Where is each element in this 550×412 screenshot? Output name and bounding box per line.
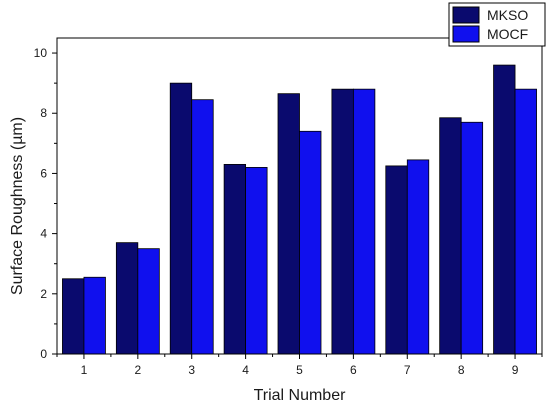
bar-mocf-trial-6 [352,88,376,355]
legend-label-mocf: MOCF [487,26,528,42]
legend-swatch-mkso [452,6,480,24]
bar-mocf-trial-9 [514,88,537,355]
x-tick-label: 4 [242,363,249,377]
x-tick-label: 7 [404,363,411,377]
bar-mocf-trial-8 [460,121,484,355]
y-tick-label: 6 [40,166,47,180]
bar-mkso-trial-4 [223,163,247,355]
bar-mkso-trial-9 [493,64,516,355]
x-axis-title: Trial Number [254,387,347,404]
bar-mkso-trial-1 [62,278,85,355]
y-tick-label: 8 [40,106,47,120]
y-tick-label: 10 [34,46,48,60]
y-tick-label: 4 [40,227,47,241]
x-tick-label: 8 [458,363,465,377]
legend-swatch-mocf [452,25,480,43]
x-axis-ticks: 1 2 3 4 5 6 7 8 9 [56,354,543,377]
x-tick-label: 5 [296,363,303,377]
bar-mkso-trial-3 [169,82,193,355]
bar-mocf-trial-7 [406,159,430,355]
x-tick-label: 3 [188,363,195,377]
y-tick-label: 0 [40,347,47,361]
bar-mkso-trial-8 [439,117,462,355]
bars-group [62,64,537,355]
legend-label-mkso: MKSO [487,7,528,23]
bar-mkso-trial-2 [115,242,139,355]
bar-mkso-trial-6 [331,88,354,355]
bar-mkso-trial-7 [385,165,408,355]
bar-mocf-trial-3 [191,99,214,355]
x-tick-label: 2 [134,363,141,377]
bar-mocf-trial-5 [299,130,322,355]
bar-mocf-trial-1 [83,276,106,355]
bar-mkso-trial-5 [277,93,300,355]
y-tick-label: 2 [40,287,47,301]
y-axis-ticks: 0 2 4 6 8 10 [34,46,57,361]
bar-mocf-trial-4 [245,167,268,355]
legend: MKSO MOCF [448,2,546,47]
y-axis-title: Surface Roughness (µm) [9,117,26,295]
x-tick-label: 1 [81,363,88,377]
x-tick-label: 6 [350,363,357,377]
x-tick-label: 9 [512,363,519,377]
bar-mocf-trial-2 [137,248,160,355]
